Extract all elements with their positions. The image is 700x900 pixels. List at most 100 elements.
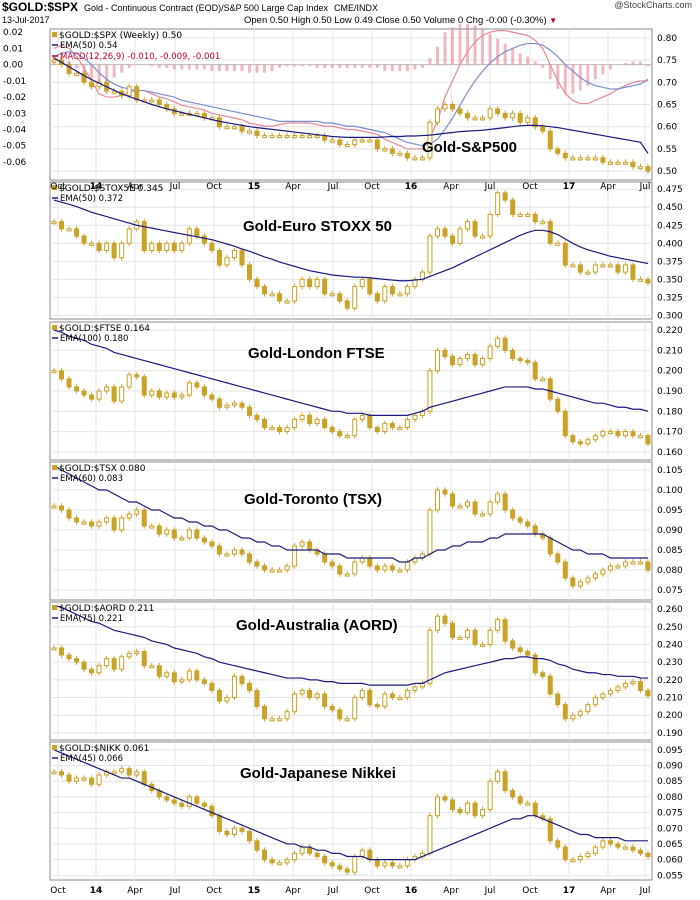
price-candle: [216, 545, 222, 555]
macd-tick-label: -0.01: [3, 77, 26, 87]
price-candle: [412, 278, 418, 288]
price-candle: [262, 286, 268, 295]
price-candle: [224, 697, 230, 702]
x-tick-label: Apr: [443, 886, 459, 896]
price-candle: [156, 390, 162, 398]
price-candle: [532, 213, 538, 223]
price-candle: [284, 300, 290, 304]
x-tick-label: Oct: [522, 182, 538, 192]
price-candle: [209, 242, 215, 252]
x-tick-label: Jul: [484, 886, 496, 896]
y-tick-label: 0.210: [657, 694, 683, 704]
price-candle: [239, 402, 245, 408]
price-candle: [382, 422, 388, 433]
price-candle: [630, 161, 636, 168]
y-tick-label: 0.230: [657, 658, 683, 668]
price-candle: [194, 670, 200, 681]
x-tick-label: 15: [248, 182, 261, 192]
price-candle: [607, 565, 613, 571]
x-tick-label: 17: [563, 886, 576, 896]
price-candle: [337, 865, 343, 870]
price-candle: [337, 139, 343, 145]
price-candle: [382, 148, 388, 152]
price-candle: [284, 711, 290, 720]
price-candle: [637, 561, 643, 565]
price-candle: [577, 441, 583, 445]
macd-tick-label: -0.03: [3, 109, 26, 119]
price-candle: [329, 427, 335, 433]
legend-ema-label: EMA(50) 0.372: [60, 194, 123, 204]
price-candle: [156, 242, 162, 252]
price-candle: [577, 157, 583, 161]
price-candle: [630, 561, 636, 565]
price-candle: [562, 410, 568, 437]
price-candle: [186, 529, 192, 539]
price-candle: [262, 135, 268, 139]
macd-tick-label: -0.04: [3, 125, 27, 135]
price-candle: [66, 378, 72, 388]
price-candle: [487, 213, 493, 237]
price-candle: [434, 228, 440, 237]
price-candle: [465, 501, 471, 507]
x-tick-label: Oct: [50, 886, 66, 896]
price-candle: [367, 139, 373, 143]
x-tick-label: Jul: [169, 182, 181, 192]
legend-price-label: $GOLD:$SPX (Weekly) 0.50: [59, 31, 182, 41]
price-candle: [224, 257, 230, 266]
price-candle: [389, 693, 395, 699]
price-candle: [510, 199, 516, 215]
price-candle: [96, 390, 102, 400]
price-candle: [329, 705, 335, 711]
ohlc-values: Open 0.50 High 0.50 Low 0.49 Close 0.50 …: [244, 15, 547, 26]
ema-line: [53, 604, 648, 686]
x-tick-label: Apr: [600, 182, 616, 192]
price-candle: [119, 656, 125, 670]
price-candle: [374, 427, 380, 433]
x-tick-label: Jul: [639, 886, 651, 896]
price-candle: [81, 390, 87, 396]
price-candle: [367, 689, 373, 706]
y-tick-label: 0.080: [657, 793, 683, 803]
price-candle: [450, 493, 456, 507]
price-candle: [630, 681, 636, 685]
price-candle: [465, 353, 471, 360]
price-candle: [352, 855, 358, 873]
price-candle: [645, 166, 651, 172]
price-candle: [472, 221, 478, 237]
price-candle: [570, 859, 576, 863]
x-tick-label: Oct: [364, 886, 380, 896]
price-candle: [577, 581, 583, 587]
price-candle: [630, 846, 636, 851]
price-candle: [96, 774, 102, 785]
price-candle: [246, 682, 252, 691]
price-candle: [194, 382, 200, 388]
price-candle: [344, 143, 350, 147]
price-candle: [547, 537, 553, 555]
price-candle: [292, 852, 298, 861]
price-candle: [480, 513, 486, 517]
panel-frame: [49, 601, 653, 741]
price-candle: [216, 398, 222, 408]
x-tick-label: 15: [248, 886, 261, 896]
price-candle: [59, 221, 65, 230]
price-candle: [329, 139, 335, 143]
price-candle: [201, 802, 207, 807]
y-tick-label: 0.240: [657, 640, 683, 650]
price-candle: [502, 337, 508, 351]
price-candle: [104, 386, 110, 392]
price-candle: [404, 689, 410, 699]
x-tick-label: Oct: [206, 886, 222, 896]
price-candle: [434, 108, 440, 123]
price-candle: [374, 139, 380, 150]
chart-symbol: $GOLD:$SPX: [2, 0, 79, 14]
x-tick-label: 16: [405, 886, 418, 896]
price-candle: [186, 382, 192, 396]
price-candle: [607, 431, 613, 435]
y-tick-label: 0.65: [657, 101, 677, 111]
price-candle: [262, 705, 268, 720]
price-candle: [525, 213, 531, 217]
price-candle: [547, 378, 553, 400]
price-candle: [592, 573, 598, 579]
price-candle: [442, 615, 448, 624]
price-candle: [585, 577, 591, 583]
